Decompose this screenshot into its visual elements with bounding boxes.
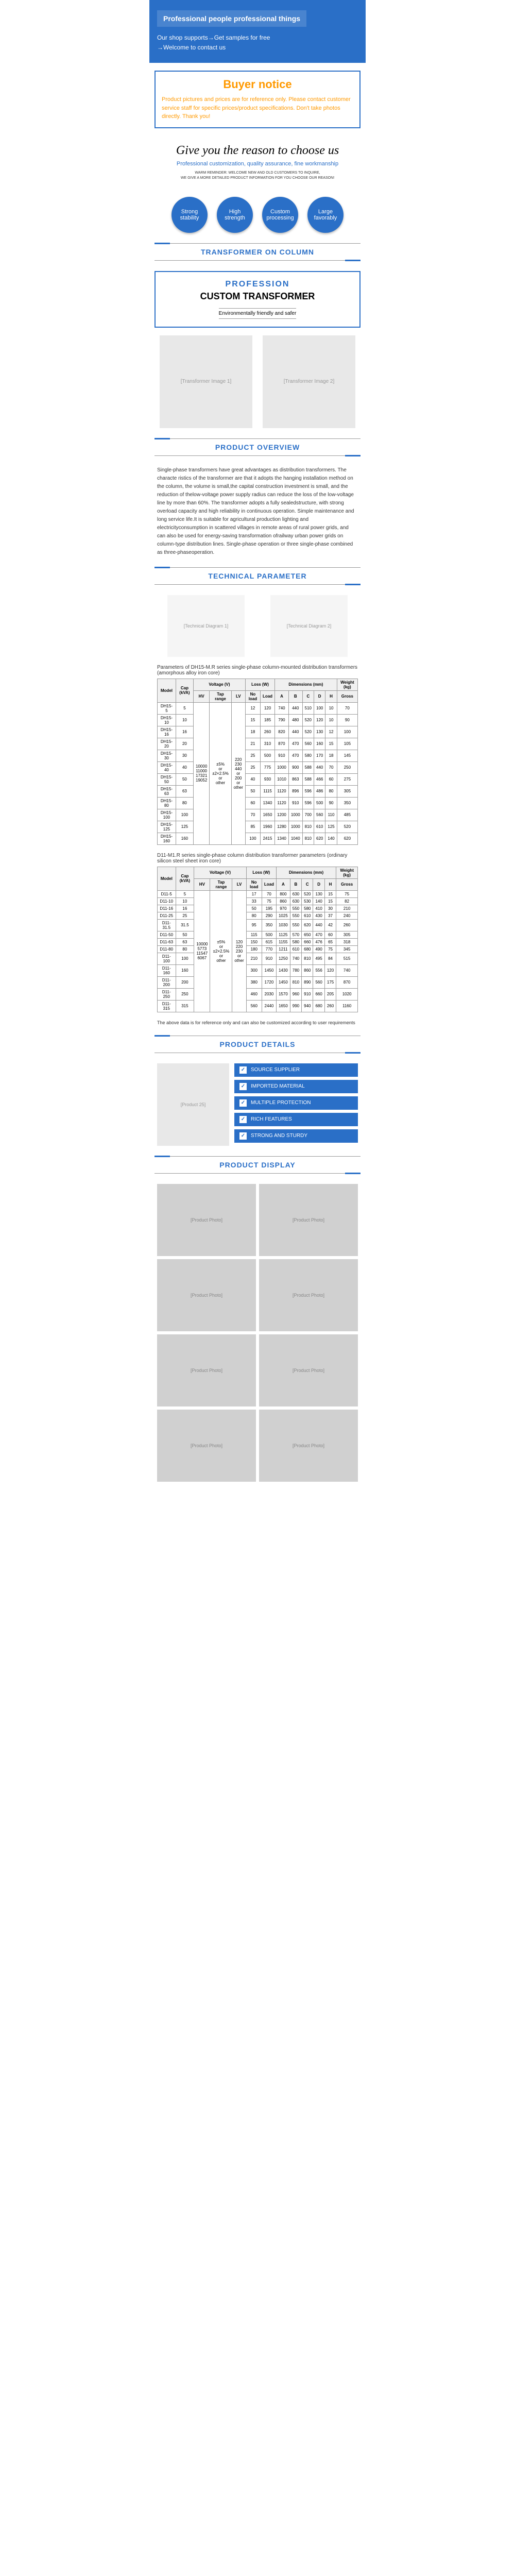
profession-label: PROFESSION bbox=[163, 280, 352, 289]
param-table-2: Model Cap (kVA) Voltage (V) Loss (W) Dim… bbox=[157, 867, 358, 1012]
detail-item-1: ✓IMPORTED MATERIAL bbox=[234, 1080, 358, 1093]
profession-box: PROFESSION CUSTOM TRANSFORMER Environmen… bbox=[154, 271, 360, 328]
notice-text: Product pictures and prices are for refe… bbox=[162, 95, 353, 121]
reason-small1: WARM REMINDER: WELCOME NEW AND OLD CUSTO… bbox=[154, 171, 360, 175]
circle-stability: Strong stability bbox=[171, 197, 208, 233]
display-img: [Product Photo] bbox=[157, 1259, 256, 1331]
display-img: [Product Photo] bbox=[259, 1184, 358, 1256]
reason-small2: WE GIVE A MORE DETAILED PRODUCT INFORMAT… bbox=[154, 176, 360, 180]
param-table-1: Model Cap (kVA) Voltage (V) Loss (W) Dim… bbox=[157, 679, 358, 845]
display-img: [Product Photo] bbox=[157, 1184, 256, 1256]
display-img: [Product Photo] bbox=[259, 1259, 358, 1331]
section-tech: TECHNICAL PARAMETER bbox=[154, 567, 360, 585]
check-icon: ✓ bbox=[239, 1066, 247, 1074]
detail-item-4: ✓STRONG AND STURDY bbox=[234, 1129, 358, 1143]
check-icon: ✓ bbox=[239, 1116, 247, 1123]
detail-item-2: ✓MULTIPLE PROTECTION bbox=[234, 1096, 358, 1110]
display-img: [Product Photo] bbox=[157, 1410, 256, 1482]
diagram-2: [Technical Diagram 2] bbox=[270, 595, 348, 657]
check-icon: ✓ bbox=[239, 1132, 247, 1140]
section-display: PRODUCT DISPLAY bbox=[154, 1156, 360, 1174]
product-image-2: [Transformer Image 2] bbox=[263, 335, 355, 428]
check-icon: ✓ bbox=[239, 1099, 247, 1107]
display-img: [Product Photo] bbox=[259, 1334, 358, 1406]
hero-title: Professional people professional things bbox=[157, 10, 306, 27]
details-row: [Product 25] ✓SOURCE SUPPLIER ✓IMPORTED … bbox=[157, 1063, 358, 1146]
hero-line1: Our shop supports→Get samples for free bbox=[157, 33, 358, 43]
details-list: ✓SOURCE SUPPLIER ✓IMPORTED MATERIAL ✓MUL… bbox=[234, 1063, 358, 1146]
table2-caption: D11-M1.R series single-phase column dist… bbox=[149, 853, 366, 864]
hero-banner: Professional people professional things … bbox=[149, 0, 366, 63]
profession-main: CUSTOM TRANSFORMER bbox=[163, 291, 352, 302]
display-img: [Product Photo] bbox=[157, 1334, 256, 1406]
display-grid: [Product Photo] [Product Photo] [Product… bbox=[157, 1184, 358, 1482]
reason-section: Give you the reason to choose us Profess… bbox=[149, 136, 366, 189]
product-image-1: [Transformer Image 1] bbox=[160, 335, 252, 428]
profession-sub: Environmentally friendly and safer bbox=[219, 308, 297, 319]
diagram-1: [Technical Diagram 1] bbox=[167, 595, 245, 657]
table1-caption: Parameters of DH15-M.R series single-pha… bbox=[149, 665, 366, 676]
circle-strength: High strength bbox=[217, 197, 253, 233]
overview-text: Single-phase transformers have great adv… bbox=[149, 466, 366, 557]
product-images-row: [Transformer Image 1] [Transformer Image… bbox=[154, 335, 360, 428]
circle-custom: Custom processing bbox=[262, 197, 298, 233]
display-img: [Product Photo] bbox=[259, 1410, 358, 1482]
section-transformer-column: TRANSFORMER ON COLUMN bbox=[154, 243, 360, 261]
table-note: The above data is for reference only and… bbox=[149, 1020, 366, 1025]
section-details: PRODUCT DETAILS bbox=[154, 1036, 360, 1053]
detail-item-3: ✓RICH FEATURES bbox=[234, 1113, 358, 1126]
feature-circles: Strong stability High strength Custom pr… bbox=[149, 197, 366, 233]
notice-title: Buyer notice bbox=[162, 78, 353, 91]
check-icon: ✓ bbox=[239, 1083, 247, 1090]
circle-favorably: Large favorably bbox=[307, 197, 344, 233]
tech-diagrams: [Technical Diagram 1] [Technical Diagram… bbox=[154, 595, 360, 657]
reason-subtitle: Professional customization, quality assu… bbox=[154, 161, 360, 167]
section-overview: PRODUCT OVERVIEW bbox=[154, 438, 360, 456]
details-image: [Product 25] bbox=[157, 1063, 229, 1146]
buyer-notice-box: Buyer notice Product pictures and prices… bbox=[154, 71, 360, 128]
reason-title: Give you the reason to choose us bbox=[154, 144, 360, 158]
detail-item-0: ✓SOURCE SUPPLIER bbox=[234, 1063, 358, 1077]
hero-line2: →Welcome to contact us bbox=[157, 43, 358, 53]
hero-subtitle: Our shop supports→Get samples for free →… bbox=[157, 33, 358, 53]
